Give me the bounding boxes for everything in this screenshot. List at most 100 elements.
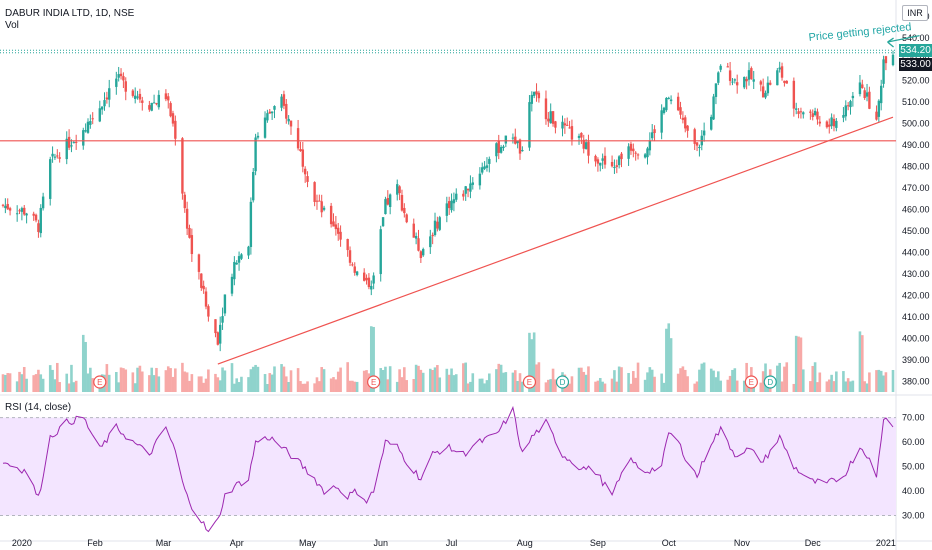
- volume-bar: [329, 378, 333, 392]
- volume-bar: [4, 374, 7, 392]
- price-tick-label: 390.00: [902, 355, 930, 365]
- volume-bar: [301, 383, 305, 392]
- candle-body: [766, 82, 770, 94]
- volume-bar: [107, 374, 111, 392]
- candle-body: [280, 96, 283, 108]
- candle-body: [422, 249, 425, 256]
- volume-bar: [249, 369, 253, 392]
- volume-bar: [185, 372, 189, 392]
- price-tick-label: 430.00: [902, 269, 930, 279]
- candle-body: [455, 193, 458, 200]
- candle-body: [362, 272, 366, 281]
- candle-body: [150, 102, 153, 111]
- candle-body: [438, 217, 441, 230]
- candle-body: [25, 213, 28, 216]
- candle-body: [4, 205, 7, 209]
- volume-bar: [877, 369, 881, 392]
- candle-body: [412, 223, 415, 238]
- candle-body: [169, 103, 172, 117]
- volume-label: Vol: [5, 20, 19, 31]
- volume-bar: [537, 362, 541, 392]
- candle-body: [566, 124, 569, 126]
- volume-bar: [369, 326, 373, 392]
- volume-bar: [717, 371, 720, 392]
- volume-bar: [268, 373, 272, 392]
- candle-body: [778, 67, 781, 70]
- candle-body: [164, 93, 168, 100]
- candle-body: [299, 149, 302, 152]
- volume-bar: [861, 335, 864, 392]
- candle-body: [785, 80, 788, 84]
- candle-body: [270, 111, 274, 114]
- candle-body: [216, 332, 220, 345]
- candle-body: [322, 207, 326, 210]
- volume-bar: [339, 367, 342, 392]
- volume-bar: [37, 369, 40, 392]
- volume-bar: [169, 368, 172, 392]
- volume-bar: [714, 377, 718, 392]
- volume-bar: [570, 376, 574, 392]
- volume-bar: [577, 367, 581, 392]
- candle-body: [615, 165, 618, 167]
- volume-bar: [551, 368, 555, 392]
- candle-body: [204, 291, 208, 307]
- volume-bar: [499, 364, 503, 392]
- volume-bar: [74, 380, 78, 392]
- volume-bar: [417, 365, 420, 392]
- volume-bar: [89, 367, 92, 392]
- currency-button[interactable]: INR: [902, 5, 928, 21]
- candle-body: [580, 132, 583, 138]
- candle-body: [726, 66, 729, 68]
- candle-body: [34, 214, 38, 221]
- candle-body: [830, 117, 833, 126]
- volume-bar: [124, 369, 128, 392]
- candle-body: [750, 68, 753, 80]
- volume-bar: [811, 365, 815, 392]
- candle-body: [313, 182, 316, 202]
- earnings-marker: [367, 375, 381, 389]
- candle-body: [447, 201, 451, 209]
- candle-body: [429, 236, 432, 248]
- time-tick-label: Feb: [87, 538, 103, 548]
- volume-bar: [648, 367, 652, 392]
- candle-body: [56, 155, 59, 157]
- candle-body: [185, 208, 189, 229]
- volume-bar: [532, 332, 536, 392]
- volume-bar: [825, 381, 829, 392]
- volume-bar: [759, 382, 763, 392]
- volume-bar: [247, 377, 250, 392]
- volume-bar: [568, 383, 571, 392]
- candle-body: [632, 148, 635, 152]
- candle-body: [667, 97, 670, 99]
- price-tick-label: 470.00: [902, 183, 930, 193]
- volume-bar: [511, 372, 515, 392]
- candle-body: [82, 130, 85, 146]
- volume-bar: [882, 375, 885, 392]
- volume-bar: [681, 366, 685, 392]
- volume-bar: [306, 381, 309, 392]
- candle-body: [816, 111, 819, 120]
- volume-bar: [166, 366, 170, 392]
- candle-body: [884, 56, 888, 64]
- candle-body: [334, 224, 338, 230]
- volume-bar: [32, 375, 35, 392]
- time-tick-label: Nov: [734, 538, 751, 548]
- volume-bar: [891, 370, 895, 392]
- candle-body: [84, 130, 87, 132]
- candle-body: [695, 142, 699, 146]
- candle-body: [91, 118, 94, 120]
- last-price-tag: 534.20: [899, 44, 932, 57]
- candle-body: [8, 208, 12, 211]
- candle-body: [844, 105, 847, 117]
- volume-bar: [518, 373, 522, 392]
- volume-bar: [830, 374, 833, 392]
- volume-bar: [776, 365, 779, 392]
- volume-bar: [617, 366, 621, 392]
- candle-body: [367, 277, 371, 288]
- volume-bar: [728, 375, 732, 392]
- candle-body: [676, 96, 680, 111]
- volume-bar: [136, 367, 139, 392]
- time-tick-label: 2021: [876, 538, 896, 548]
- time-tick-label: May: [299, 538, 317, 548]
